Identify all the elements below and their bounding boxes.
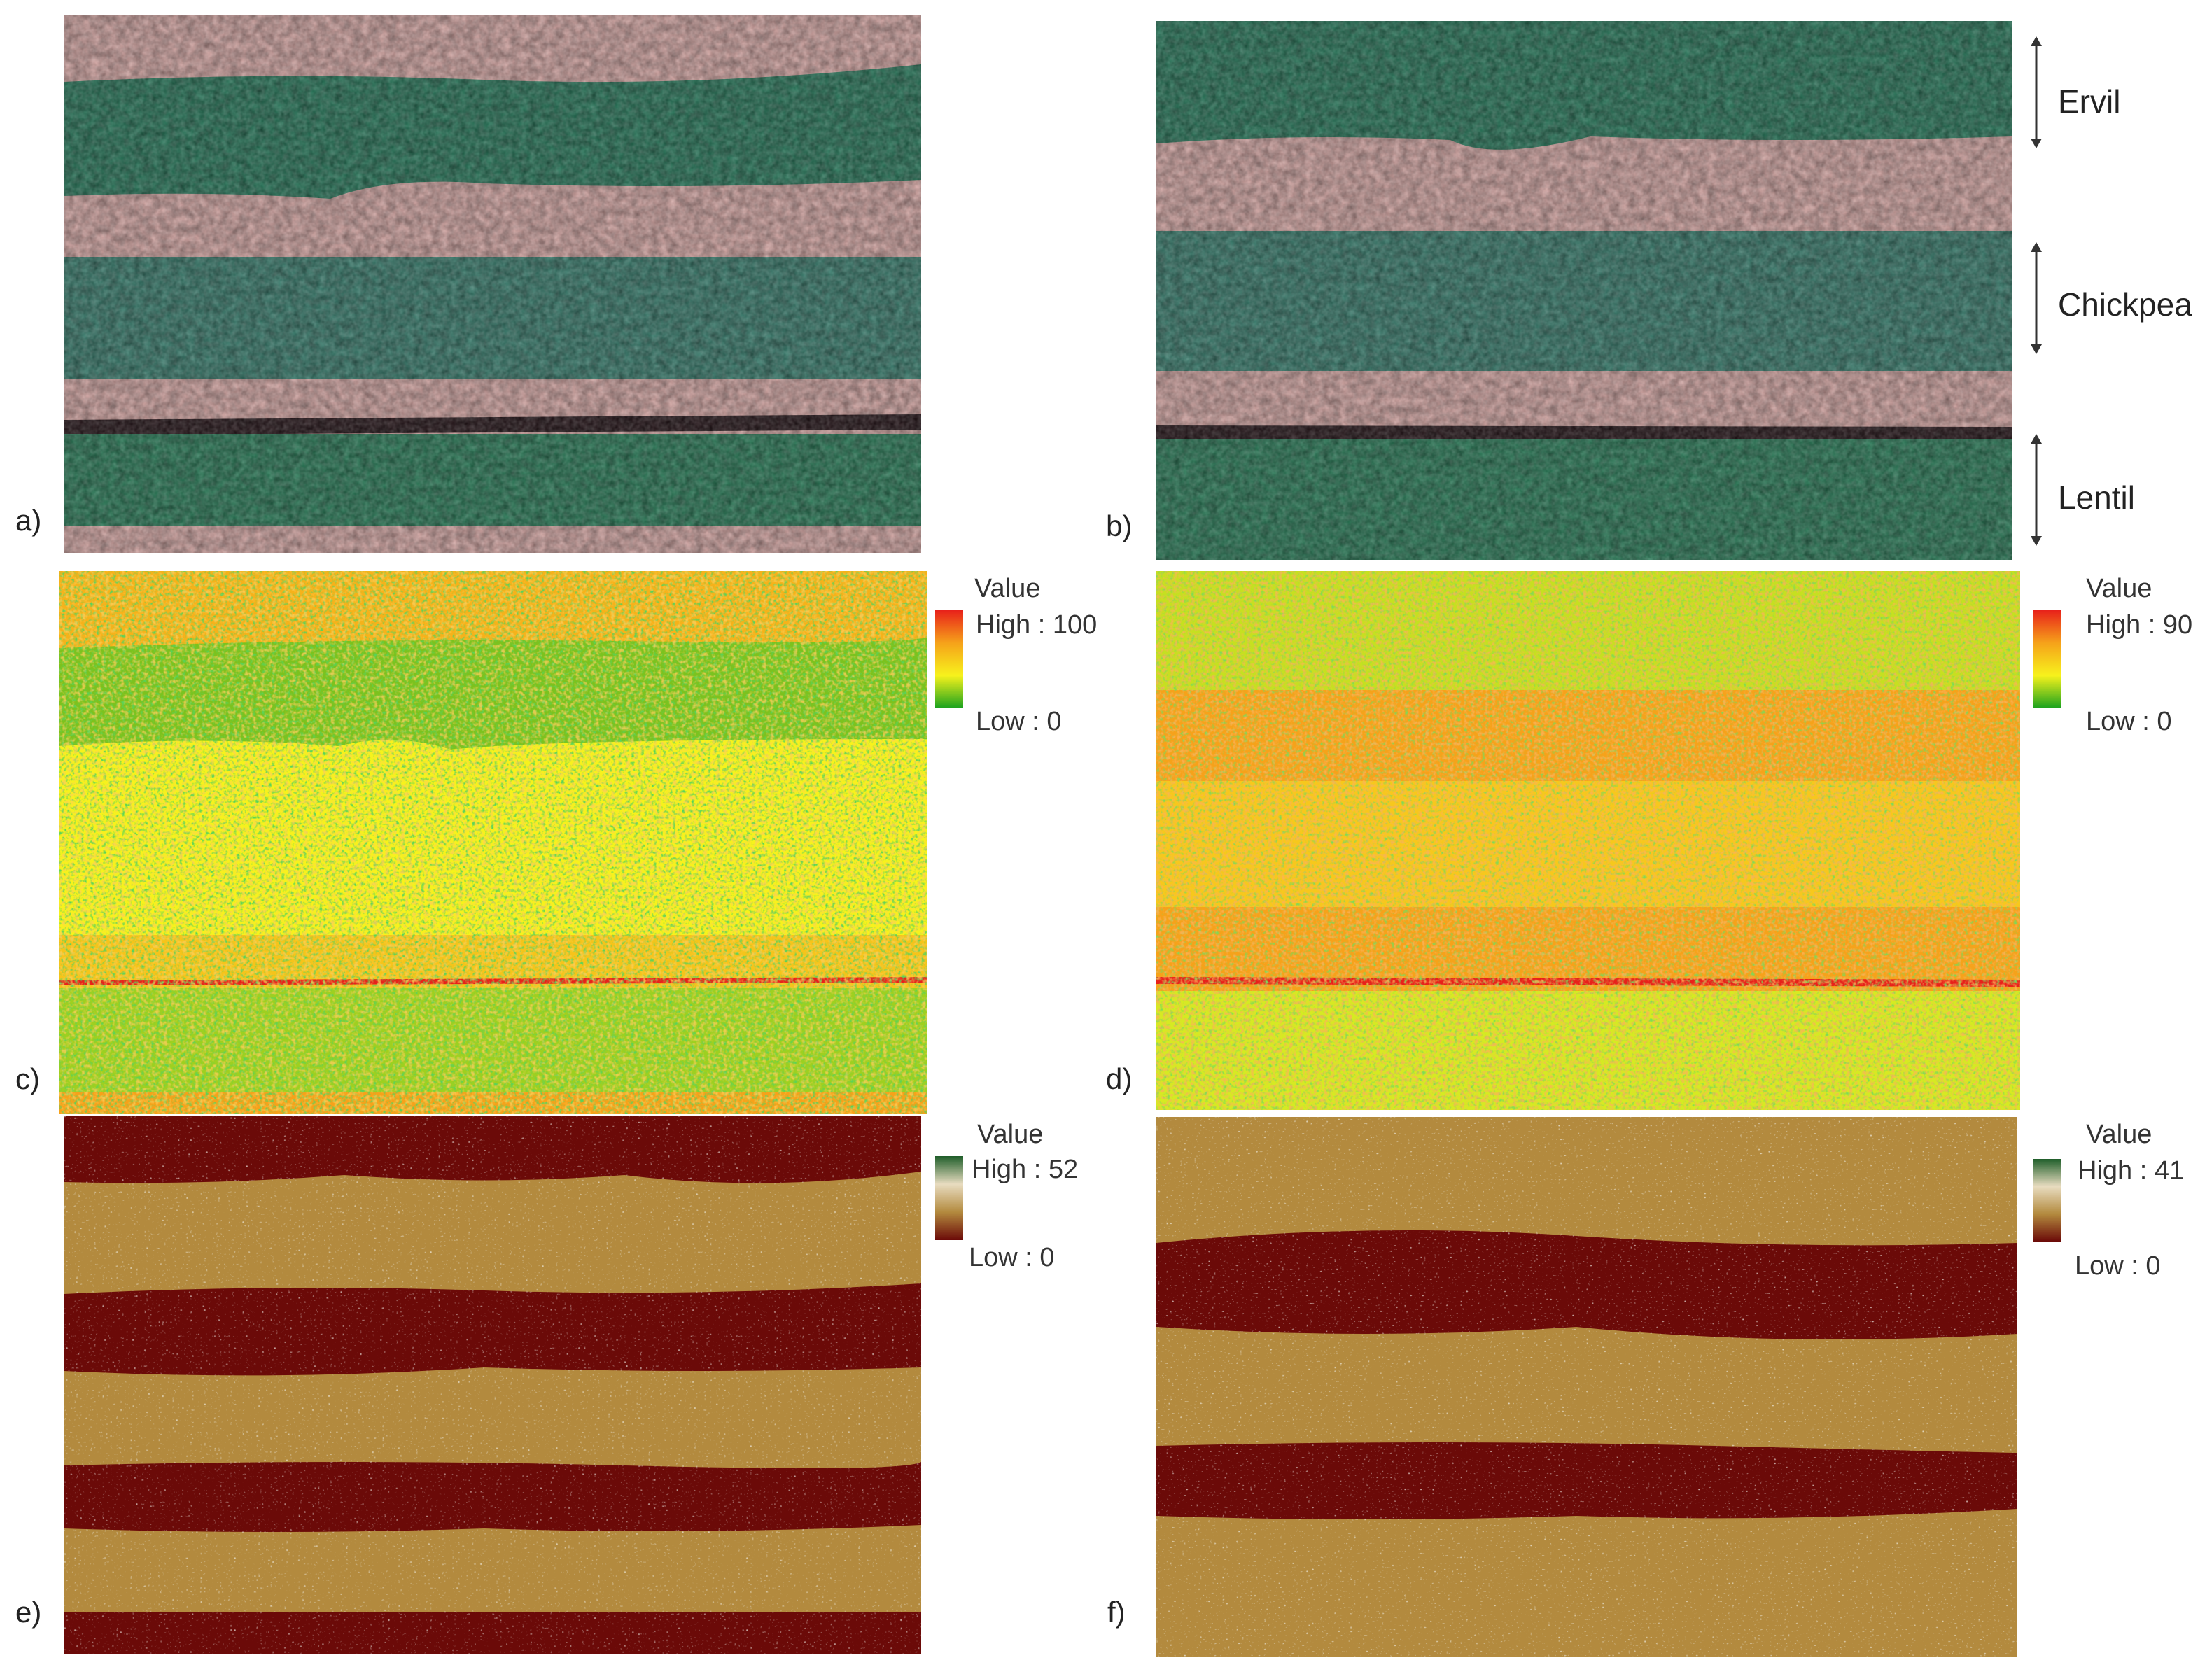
- legend-high: High : 100: [976, 610, 1098, 640]
- panel-d-index-map: [1156, 571, 2020, 1110]
- panel-c-legend: Value High : 100 Low : 0: [935, 574, 1117, 742]
- panel-b-label: b): [1106, 509, 1133, 542]
- rgb-bands-b: [1156, 21, 2012, 560]
- panel-b-rgb-image: [1156, 21, 2012, 560]
- legend-low: Low : 0: [976, 707, 1062, 736]
- panel-e-index-map: [64, 1116, 921, 1654]
- legend-low: Low : 0: [2086, 707, 2172, 736]
- legend-title: Value: [2086, 1120, 2152, 1149]
- legend-high: High : 52: [972, 1155, 1079, 1184]
- legend-color-ramp: [2033, 1159, 2061, 1242]
- legend-low: Low : 0: [2075, 1251, 2161, 1281]
- panel-a-label: a): [15, 504, 42, 537]
- legend-color-ramp: [2033, 610, 2061, 708]
- panel-d-label: d): [1106, 1062, 1133, 1095]
- chickpea-double-arrow-icon: [2031, 242, 2042, 354]
- legend-title: Value: [977, 1120, 1044, 1149]
- ervil-double-arrow-icon: [2031, 36, 2042, 148]
- panel-c-index-map: [59, 571, 927, 1114]
- crop-label-lentil: Lentil: [2058, 479, 2135, 516]
- panel-f-legend: Value High : 41 Low : 0: [2033, 1120, 2208, 1288]
- panel-f-label: f): [1107, 1596, 1126, 1629]
- crop-label-chickpea: Chickpea: [2058, 286, 2192, 323]
- panel-f-index-map: [1156, 1117, 2017, 1657]
- panel-e-legend: Value High : 52 Low : 0: [935, 1120, 1117, 1274]
- legend-low: Low : 0: [969, 1243, 1055, 1272]
- panel-a-rgb-image: [64, 15, 921, 553]
- legend-high: High : 90: [2086, 610, 2193, 640]
- legend-color-ramp: [935, 610, 963, 708]
- legend-title: Value: [2086, 574, 2152, 603]
- legend-high: High : 41: [2078, 1156, 2185, 1186]
- panel-c-label: c): [15, 1062, 40, 1095]
- legend-color-ramp: [935, 1156, 963, 1240]
- panel-d-legend: Value High : 90 Low : 0: [2033, 574, 2208, 742]
- panel-e-label: e): [15, 1596, 42, 1629]
- legend-title: Value: [974, 574, 1041, 603]
- lentil-double-arrow-icon: [2031, 434, 2042, 546]
- rgb-bands-a: [64, 15, 921, 553]
- crop-label-ervil: Ervil: [2058, 83, 2121, 120]
